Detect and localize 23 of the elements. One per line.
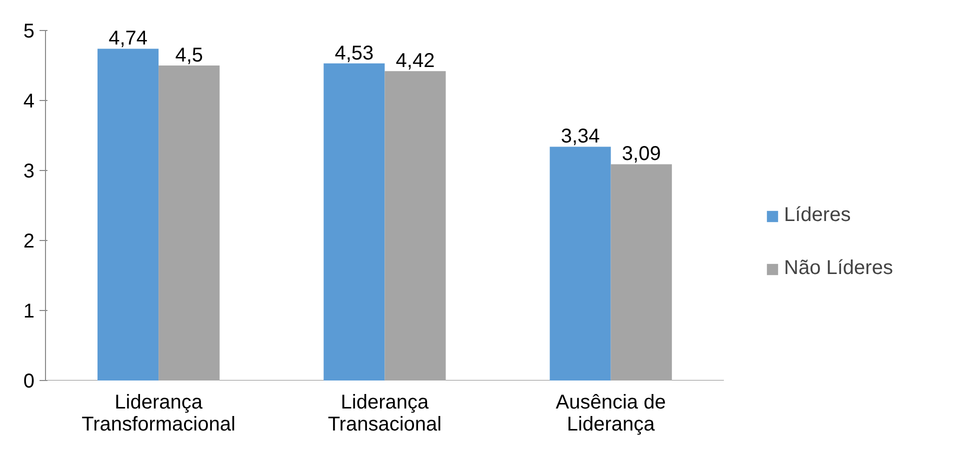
data-label: 3,34 — [560, 126, 600, 148]
data-label: 4,42 — [396, 50, 435, 72]
legend-label: Não Líderes — [784, 257, 893, 280]
legend-label: Líderes — [784, 204, 852, 227]
data-label: 4,53 — [334, 42, 374, 64]
y-tick-label: 3 — [23, 160, 34, 182]
x-tick-label: Liderança Transformacional — [82, 392, 236, 436]
y-tick-label: 5 — [23, 20, 34, 42]
y-tick-label: 1 — [23, 300, 34, 322]
bar — [610, 164, 672, 380]
data-label: 4,74 — [108, 28, 148, 50]
bar — [550, 146, 611, 380]
y-tick-label: 0 — [23, 370, 34, 392]
y-tick-label: 4 — [23, 90, 34, 112]
bar — [384, 71, 446, 380]
bar — [98, 48, 159, 380]
bar — [158, 66, 220, 380]
data-label: 4,5 — [175, 44, 204, 66]
x-tick-label: Ausência de Liderança — [556, 392, 666, 436]
x-tick-label: Liderança Transacional — [328, 392, 442, 436]
bar — [324, 63, 385, 380]
data-label: 3,09 — [622, 143, 661, 166]
y-tick-label: 2 — [23, 230, 34, 252]
